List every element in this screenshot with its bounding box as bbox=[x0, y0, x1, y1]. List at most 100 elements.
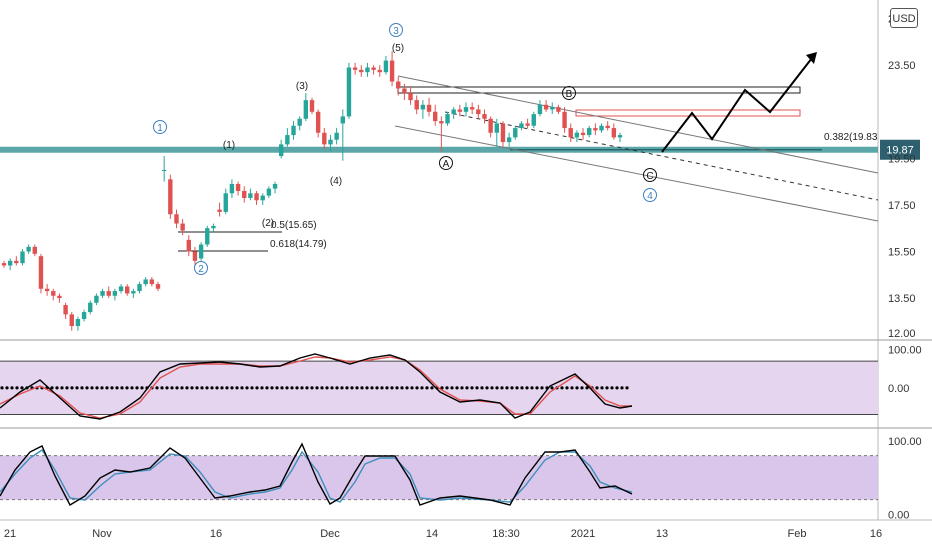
rsi-zero-dot bbox=[350, 386, 354, 390]
rsi-zero-dot bbox=[70, 386, 74, 390]
rsi-zero-dot bbox=[485, 386, 489, 390]
rsi-zero-dot bbox=[305, 386, 309, 390]
rsi-zero-dot bbox=[450, 386, 454, 390]
candle-body bbox=[180, 223, 185, 231]
candle-body bbox=[365, 67, 370, 73]
rsi-zero-dot bbox=[190, 386, 194, 390]
candle-body bbox=[100, 291, 105, 296]
rsi-zero-dot bbox=[95, 386, 99, 390]
candle-body bbox=[161, 170, 167, 171]
candle-body bbox=[377, 69, 382, 73]
rsi-zero-dot bbox=[460, 386, 464, 390]
candle-body bbox=[63, 305, 68, 315]
candle-body bbox=[125, 286, 130, 294]
candle-body bbox=[593, 128, 598, 131]
rsi-zero-dot bbox=[105, 386, 109, 390]
rsi-zero-dot bbox=[310, 386, 314, 390]
wave-3-label-circle bbox=[389, 23, 403, 37]
rsi-zero-dot bbox=[325, 386, 329, 390]
wave-3-label: 3 bbox=[393, 26, 399, 37]
candle-body bbox=[235, 183, 241, 191]
rsi-zero-dot bbox=[605, 386, 609, 390]
candle-body bbox=[463, 107, 469, 112]
candle-body bbox=[272, 183, 278, 189]
candle-body bbox=[112, 291, 118, 296]
rsi-zero-dot bbox=[140, 386, 144, 390]
time-tick-label: 16 bbox=[210, 528, 222, 540]
candle-body bbox=[451, 109, 456, 115]
rsi-main-line bbox=[0, 353, 633, 420]
candle-body bbox=[211, 225, 216, 229]
candle-body bbox=[414, 100, 419, 110]
candle-body bbox=[223, 193, 228, 212]
candle-body bbox=[371, 67, 376, 70]
currency-badge[interactable]: USD bbox=[890, 8, 918, 28]
price-tick-label: 19.50 bbox=[888, 153, 916, 165]
candle-body bbox=[44, 288, 50, 292]
candle-body bbox=[408, 93, 413, 101]
rsi-zero-dot bbox=[275, 386, 279, 390]
rsi-zero-dot bbox=[405, 386, 409, 390]
rsi-zero-dot bbox=[525, 386, 529, 390]
stoch-tick-label: 0.00 bbox=[888, 509, 909, 521]
rsi-zero-dot bbox=[430, 386, 434, 390]
candle-body bbox=[254, 193, 259, 201]
rsi-zero-dot bbox=[280, 386, 284, 390]
rsi-zero-dot bbox=[410, 386, 414, 390]
candle-body bbox=[279, 144, 284, 157]
channel-upper-line bbox=[397, 75, 879, 174]
rsi-zero-dot bbox=[300, 386, 304, 390]
rsi-zero-dot bbox=[180, 386, 184, 390]
candle-body bbox=[543, 104, 549, 110]
rsi-zero-dot bbox=[570, 386, 574, 390]
rsi-zero-dot bbox=[515, 386, 519, 390]
rsi-zero-dot bbox=[400, 386, 404, 390]
rsi-zero-dot bbox=[600, 386, 604, 390]
rsi-zero-dot bbox=[75, 386, 79, 390]
candle-body bbox=[617, 135, 623, 138]
axes bbox=[0, 0, 932, 521]
rsi-zero-dot bbox=[500, 386, 504, 390]
candle-body bbox=[155, 284, 161, 289]
candle-body bbox=[174, 214, 179, 224]
candle-body bbox=[303, 100, 309, 119]
candle-body bbox=[550, 107, 555, 110]
rsi-tick-label: 0.00 bbox=[888, 383, 909, 395]
candlesticks bbox=[1, 51, 623, 331]
candle-body bbox=[433, 111, 438, 122]
rsi-zero-dot bbox=[320, 386, 324, 390]
rsi-zero-dot bbox=[565, 386, 569, 390]
candle-body bbox=[340, 116, 345, 124]
candle-body bbox=[599, 125, 604, 131]
rsi-zero-dot bbox=[285, 386, 289, 390]
candle-body bbox=[217, 209, 222, 212]
candle-body bbox=[26, 246, 31, 252]
rsi-zero-dot bbox=[50, 386, 54, 390]
price-tick-label: 12.00 bbox=[888, 328, 916, 340]
candle-body bbox=[137, 284, 142, 292]
rsi-zero-dot bbox=[270, 386, 274, 390]
rsi-zero-dot bbox=[215, 386, 219, 390]
price-tick-label: 23.50 bbox=[888, 60, 916, 72]
candle-body bbox=[605, 125, 610, 129]
rsi-zero-dot bbox=[360, 386, 364, 390]
wave-4-label-circle bbox=[643, 188, 657, 202]
rsi-zero-dot bbox=[220, 386, 224, 390]
candle-body bbox=[186, 239, 191, 252]
trend-channel bbox=[394, 52, 879, 222]
rsi-zero-dot bbox=[240, 386, 244, 390]
rsi-zero-dot bbox=[260, 386, 264, 390]
time-tick-label: 16 bbox=[870, 528, 882, 540]
candle-body bbox=[346, 67, 352, 117]
candle-body bbox=[359, 69, 364, 73]
rsi-zero-dot bbox=[290, 386, 294, 390]
candle-body bbox=[402, 88, 407, 94]
rsi-zero-dot bbox=[395, 386, 399, 390]
candle-body bbox=[248, 193, 253, 198]
rsi-zero-dot bbox=[415, 386, 419, 390]
rsi-zero-dot bbox=[385, 386, 389, 390]
wave-c-label-circle bbox=[643, 168, 657, 182]
time-tick-label: 14 bbox=[426, 528, 438, 540]
subwave-3-label: (3) bbox=[296, 81, 308, 92]
